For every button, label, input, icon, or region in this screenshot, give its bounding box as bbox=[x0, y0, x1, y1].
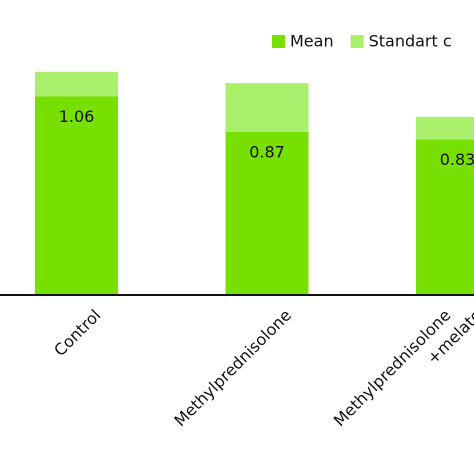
value-label: 1.06 bbox=[59, 107, 95, 126]
mean-bar bbox=[416, 139, 474, 295]
x-tick-label: Control bbox=[50, 306, 104, 360]
value-label: 0.87 bbox=[249, 142, 285, 161]
x-tick-label-group: Methylprednisolone bbox=[170, 306, 295, 431]
mean-bar bbox=[225, 131, 309, 295]
x-tick-label-group: Methylprednisolone+melato bbox=[330, 306, 474, 431]
x-tick-label-group: Control bbox=[50, 306, 104, 360]
legend-label: Mean bbox=[290, 32, 334, 51]
legend-swatch bbox=[350, 35, 364, 48]
sd-bar bbox=[225, 83, 309, 132]
sd-bar bbox=[35, 71, 118, 97]
value-label: 0.83 bbox=[440, 150, 474, 169]
legend-swatch bbox=[272, 35, 285, 48]
legend-label: Standart c bbox=[369, 32, 452, 51]
mean-bar bbox=[35, 96, 118, 295]
x-tick-label: Methylprednisolone bbox=[170, 306, 295, 431]
sd-bar bbox=[416, 116, 474, 140]
